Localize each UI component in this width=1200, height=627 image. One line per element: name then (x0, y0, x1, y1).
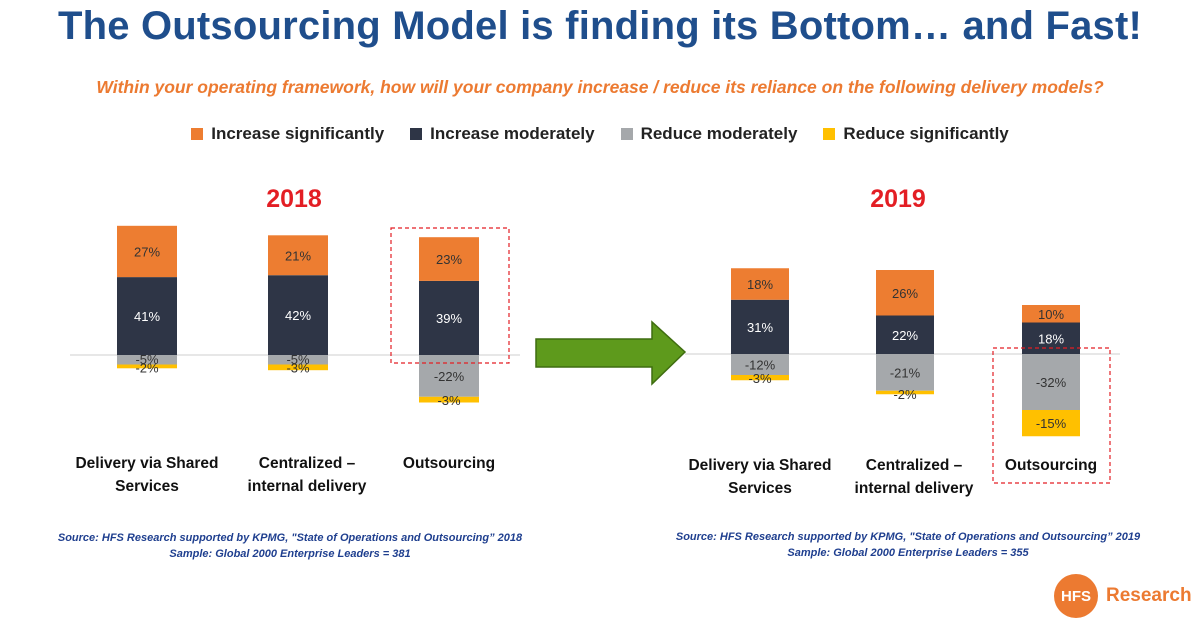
bar-segment (1022, 410, 1080, 437)
category-label: Services (115, 478, 179, 495)
bar-segment (117, 277, 177, 355)
legend-label: Increase significantly (211, 124, 385, 143)
bar-segment (876, 315, 934, 354)
legend-swatch (191, 128, 204, 140)
category-label: Centralized – (259, 455, 356, 472)
data-label: 26% (892, 286, 918, 301)
bar-segment (731, 375, 789, 381)
chart-year-title: 2018 (266, 185, 322, 213)
legend-swatch (620, 128, 633, 140)
data-label: 42% (285, 308, 311, 323)
logo-mark: HFS (1054, 574, 1098, 618)
legend-item-increase-moderately: Increase moderately (410, 124, 595, 144)
data-label: 18% (747, 277, 773, 292)
data-label: -15% (1036, 416, 1067, 431)
bar-segment (268, 275, 328, 355)
bar-segment (731, 268, 789, 300)
bar-segment (1022, 322, 1080, 354)
legend: Increase significantly Increase moderate… (0, 124, 1200, 144)
legend-label: Reduce moderately (640, 124, 798, 143)
bar-segment (419, 355, 479, 397)
bar-segment (419, 237, 479, 281)
data-label: 41% (134, 309, 160, 324)
bar-segment (117, 225, 177, 278)
hfs-logo: HFS Research (1054, 574, 1192, 618)
bar-segment (876, 390, 934, 395)
bar-segment (731, 299, 789, 354)
data-label: -21% (890, 365, 921, 380)
source-line: Source: HFS Research supported by KPMG, … (57, 532, 523, 544)
category-label: internal delivery (855, 480, 974, 497)
legend-item-increase-significantly: Increase significantly (191, 124, 384, 144)
source-note-2018: Source: HFS Research supported by KPMG, … (30, 530, 550, 562)
category-label: Delivery via Shared (75, 455, 218, 472)
category-label: Outsourcing (1005, 457, 1097, 474)
legend-swatch (410, 128, 423, 140)
data-label: 21% (285, 248, 311, 263)
page-title: The Outsourcing Model is finding its Bot… (57, 4, 1143, 48)
data-label: -22% (434, 369, 465, 384)
legend-label: Reduce significantly (843, 124, 1009, 143)
highlight-box-2018 (390, 227, 510, 364)
bar-segment (876, 270, 934, 316)
category-label: Centralized – (866, 457, 963, 474)
data-label: 10% (1038, 307, 1064, 322)
data-label: 18% (1038, 331, 1064, 346)
source-line: Source: HFS Research supported by KPMG, … (675, 531, 1141, 543)
legend-item-reduce-moderately: Reduce moderately (620, 124, 798, 144)
data-label: -2% (135, 361, 159, 376)
bar-segment (1022, 354, 1080, 410)
bar-segment (1022, 305, 1080, 323)
bar-segment (419, 396, 479, 403)
category-label: Services (728, 480, 792, 497)
bar-segment (268, 355, 328, 365)
data-label: 27% (134, 244, 160, 259)
bar-segment (117, 355, 177, 365)
data-label: -3% (286, 361, 310, 376)
legend-item-reduce-significantly: Reduce significantly (823, 124, 1009, 144)
bar-segment (268, 235, 328, 276)
bar-segment (419, 280, 479, 355)
data-label: -2% (893, 387, 917, 402)
data-label: -3% (748, 371, 772, 386)
source-note-2019: Source: HFS Research supported by KPMG, … (648, 529, 1168, 561)
data-label: 31% (747, 320, 773, 335)
data-label: -12% (745, 358, 776, 373)
highlight-box-2019 (992, 347, 1111, 484)
category-label: internal delivery (248, 478, 367, 495)
chart-year-title: 2019 (870, 185, 926, 213)
data-label: 23% (436, 252, 462, 267)
data-label: -32% (1036, 375, 1067, 390)
category-label: Outsourcing (403, 455, 495, 472)
data-label: -3% (437, 393, 461, 408)
data-label: -5% (286, 352, 310, 367)
bar-segment (268, 364, 328, 371)
data-label: 39% (436, 311, 462, 326)
bar-segment (876, 354, 934, 391)
sample-line: Sample: Global 2000 Enterprise Leaders =… (787, 547, 1029, 559)
right-arrow-icon (535, 320, 687, 386)
category-label: Delivery via Shared (688, 457, 831, 474)
legend-label: Increase moderately (430, 124, 595, 143)
legend-swatch (823, 128, 836, 140)
bar-segment (731, 354, 789, 375)
sample-line: Sample: Global 2000 Enterprise Leaders =… (169, 548, 411, 560)
bar-segment (117, 364, 177, 369)
logo-text: Research (1106, 585, 1192, 606)
data-label: 22% (892, 328, 918, 343)
page-subtitle: Within your operating framework, how wil… (96, 77, 1104, 97)
data-label: -5% (135, 352, 159, 367)
